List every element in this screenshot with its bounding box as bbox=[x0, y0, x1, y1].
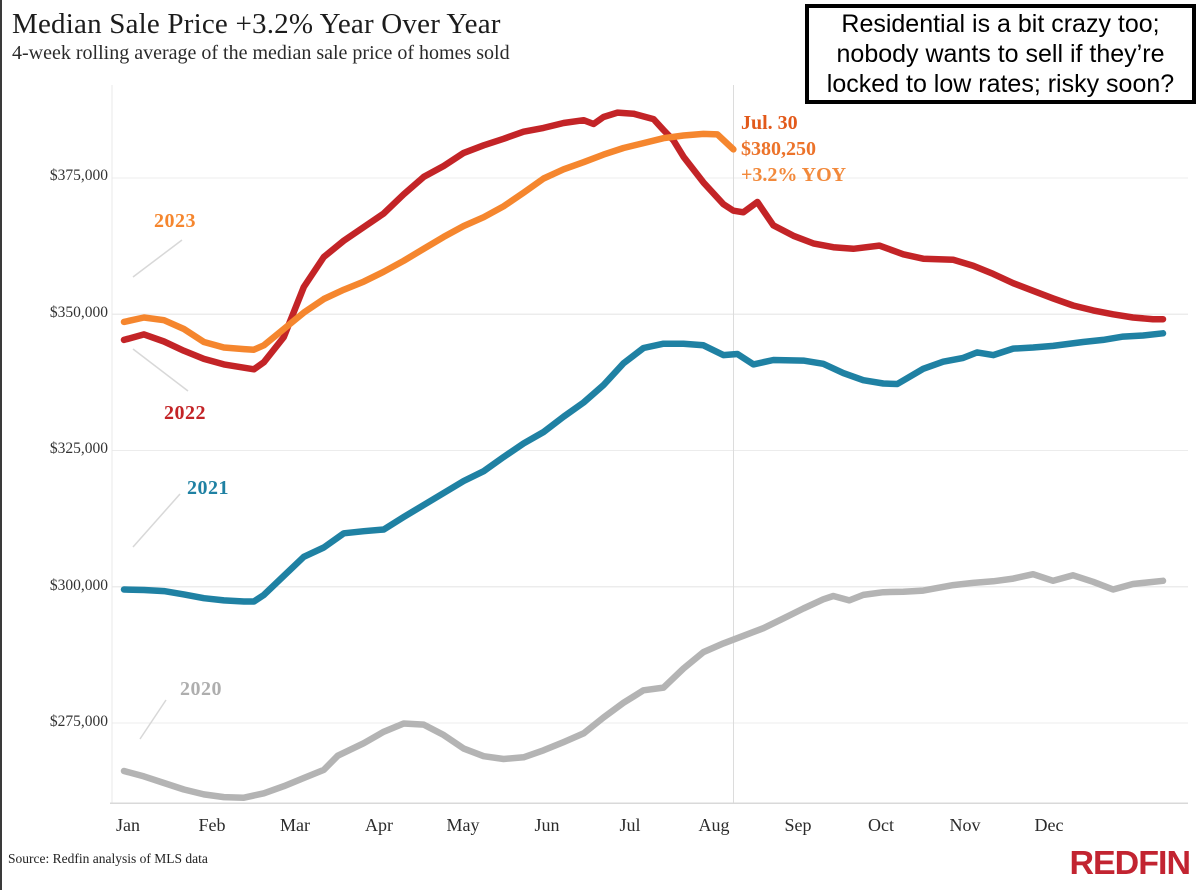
x-axis-label: Jan bbox=[116, 815, 140, 835]
x-axis-label: Jul bbox=[619, 815, 641, 835]
x-axis-label: May bbox=[446, 815, 480, 835]
annotation-note-line: nobody wants to sell if they’re bbox=[836, 40, 1165, 68]
annotation-note-line: locked to low rates; risky soon? bbox=[826, 70, 1175, 98]
callout-yoy: +3.2% YOY bbox=[741, 164, 847, 186]
source-credit: Source: Redfin analysis of MLS data bbox=[8, 851, 208, 866]
series-line-2021 bbox=[120, 330, 1167, 605]
x-axis-label: Nov bbox=[949, 815, 981, 835]
x-axis-label: Dec bbox=[1034, 815, 1064, 835]
x-axis-label: Feb bbox=[198, 815, 226, 835]
label-leader-line bbox=[132, 239, 183, 278]
series-label-2020: 2020 bbox=[180, 678, 222, 700]
redfin-logo: REDFIN bbox=[1069, 844, 1191, 882]
callout-price: $380,250 bbox=[741, 138, 816, 160]
callout-date: Jul. 30 bbox=[741, 112, 798, 134]
page-title: Median Sale Price +3.2% Year Over Year bbox=[12, 8, 501, 40]
series-label-2021: 2021 bbox=[187, 477, 229, 499]
y-axis-label: $325,000 bbox=[49, 440, 108, 457]
x-axis-label: Sep bbox=[784, 815, 812, 835]
y-axis-label: $375,000 bbox=[49, 167, 108, 184]
page-subtitle: 4-week rolling average of the median sal… bbox=[12, 42, 510, 64]
series-label-2023: 2023 bbox=[154, 210, 196, 232]
x-axis-label: Aug bbox=[698, 815, 730, 835]
series-line-2020 bbox=[120, 570, 1167, 801]
y-axis-label: $275,000 bbox=[49, 713, 108, 730]
y-axis-label: $300,000 bbox=[49, 577, 108, 594]
screen-left-edge bbox=[0, 0, 2, 890]
label-leader-line bbox=[132, 493, 181, 548]
annotation-note-line: Residential is a bit crazy too; bbox=[841, 10, 1160, 38]
series-label-2022: 2022 bbox=[164, 402, 206, 424]
label-leader-line bbox=[139, 699, 167, 740]
y-axis-label: $350,000 bbox=[49, 304, 108, 321]
x-axis-label: Mar bbox=[280, 815, 310, 835]
annotation-note: Residential is a bit crazy too; nobody w… bbox=[805, 4, 1196, 104]
x-axis-label: Jun bbox=[534, 815, 560, 835]
latest-point-callout: Jul. 30 $380,250 +3.2% YOY bbox=[741, 110, 846, 188]
x-axis-label: Oct bbox=[868, 815, 894, 835]
label-leader-line bbox=[132, 348, 189, 392]
series-line-2022 bbox=[120, 109, 1167, 373]
x-axis-label: Apr bbox=[365, 815, 393, 835]
series-line-2023 bbox=[120, 130, 737, 353]
